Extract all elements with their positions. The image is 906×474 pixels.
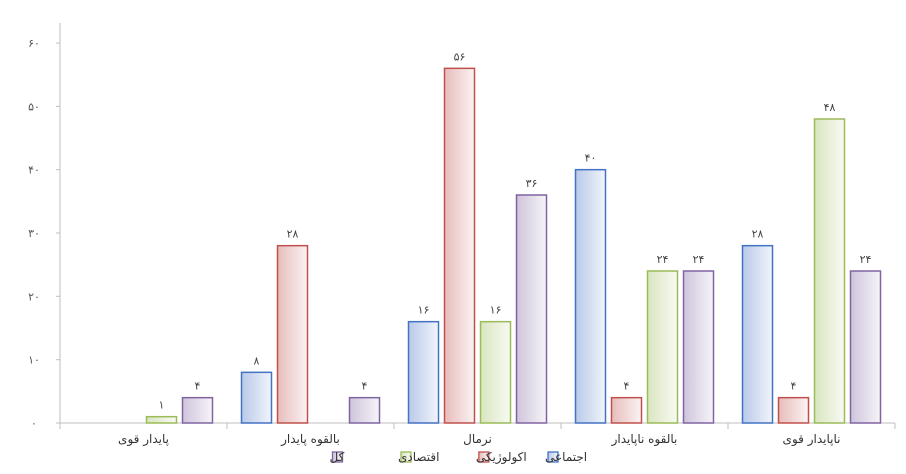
y-tick-label: ۴۰: [28, 164, 40, 177]
bar: [407, 320, 440, 424]
y-tick-label: ۱۰: [28, 354, 40, 367]
bar: [240, 371, 273, 424]
category-label: پایدار قوی: [118, 432, 169, 447]
bar: [348, 396, 381, 424]
bar: [610, 396, 643, 424]
y-tick-label: ۵۰: [28, 100, 40, 113]
bar: [443, 67, 476, 424]
data-label: ۸: [254, 354, 260, 367]
bar: [574, 168, 607, 424]
data-label: ۱۶: [418, 304, 430, 317]
legend-swatch: [547, 451, 559, 463]
data-label: ۱: [159, 399, 165, 412]
legend-label: اجتماعی: [545, 450, 587, 464]
data-label: ۴۰: [585, 152, 597, 165]
data-label: ۴: [791, 380, 797, 393]
y-tick-label: ۰: [31, 417, 37, 430]
data-label: ۴: [624, 380, 630, 393]
bar: [276, 244, 309, 424]
category-label: بالقوه ناپایدار: [611, 432, 678, 447]
bar: [741, 244, 774, 424]
bars: [145, 67, 882, 424]
bar: [813, 118, 846, 424]
bar: [777, 396, 810, 424]
data-label: ۲۴: [693, 253, 705, 266]
y-tick-label: ۶۰: [28, 37, 40, 50]
bar: [145, 415, 178, 424]
data-label: ۲۴: [860, 253, 872, 266]
data-label: ۴: [362, 380, 368, 393]
bar: [849, 270, 882, 424]
data-label: ۲۸: [752, 228, 764, 241]
legend-swatch: [478, 451, 490, 463]
data-label: ۴: [195, 380, 201, 393]
legend-label: اکولوژیکی: [476, 450, 527, 465]
legend-swatch: [331, 451, 344, 463]
y-tick-label: ۲۰: [28, 290, 40, 303]
data-label: ۱۶: [490, 304, 502, 317]
data-label: ۲۴: [657, 253, 669, 266]
data-label: ۴۸: [824, 101, 836, 114]
bar: [181, 396, 214, 424]
legend-label: کل: [329, 450, 344, 464]
legend: اجتماعی اکولوژیکی اقتصادی کل: [329, 450, 587, 465]
bar: [515, 194, 548, 424]
category-label: ناپایدار قوی: [783, 432, 841, 447]
legend-swatch: [400, 451, 412, 463]
data-label: ۵۶: [454, 50, 466, 63]
category-label: نرمال: [463, 432, 492, 447]
data-label: ۲۸: [287, 228, 299, 241]
category-label: بالقوه پایدار: [280, 432, 340, 447]
data-label: ۳۶: [526, 177, 538, 190]
bar: [682, 270, 715, 424]
bar: [479, 320, 512, 424]
legend-label: اقتصادی: [398, 450, 440, 464]
category-labels: پایدار قوی بالقوه پایدار نرمال بالقوه ناپای…: [59, 423, 896, 447]
y-tick-label: ۳۰: [28, 227, 40, 240]
bar: [646, 270, 679, 424]
